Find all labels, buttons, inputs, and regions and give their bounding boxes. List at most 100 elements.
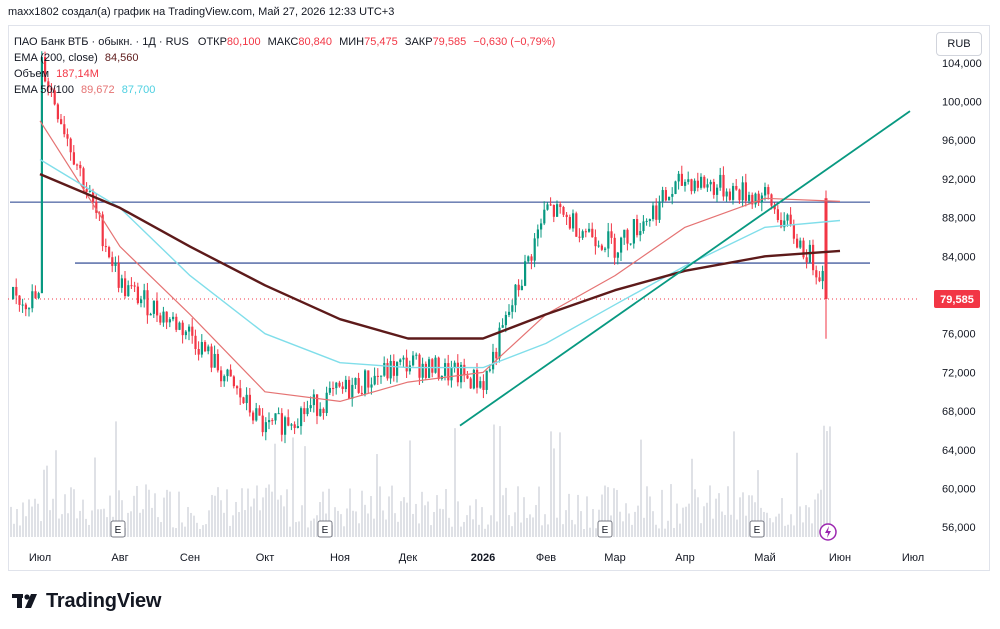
candle-body [728,191,731,200]
tradingview-logo[interactable]: TradingView [12,590,161,612]
candle-body [664,190,667,201]
volume-bar [136,485,138,537]
candle-body [300,408,303,427]
legend-volume-row[interactable]: Объем 187,14M [14,66,555,82]
earnings-marker-label: E [115,525,122,536]
candle-body [578,236,581,238]
candle-body [610,231,613,238]
volume-bar [724,514,726,537]
candle-body [255,408,258,421]
candle-body [690,179,693,192]
volume-bar [295,522,297,537]
volume-bar [511,526,513,537]
volume-bar [241,488,243,537]
earnings-marker[interactable] [749,520,765,538]
candle-body [639,231,642,236]
candle-body [44,57,47,82]
earnings-marker[interactable] [110,520,126,538]
candle-body [88,191,91,193]
volume-bar [655,524,657,537]
x-tick-label: 2026 [471,552,495,564]
volume-bar [811,523,813,537]
legend-ema200-row[interactable]: EMA (200, close) 84,560 [14,50,555,66]
candle-body [620,237,623,253]
candle-body [600,245,603,250]
ema200-value: 84,560 [104,52,139,64]
volume-bar [346,508,348,537]
volume-bar [778,513,780,537]
candle-body [434,357,437,373]
last-price-badge-text: 79,585 [940,294,974,306]
candle-body [565,214,568,218]
currency-button[interactable]: RUB [936,32,982,56]
candle-body [508,311,511,315]
earnings-marker[interactable] [597,520,613,538]
volume-bar [766,512,768,537]
volume-bar [580,511,582,537]
volume-bar [139,512,141,537]
tradingview-logo-text: TradingView [46,589,162,612]
candle-body [21,304,24,306]
candle-body [344,379,347,390]
volume-bar [16,509,18,537]
volume-bar [631,524,633,537]
volume-bar [166,489,168,537]
volume-bar [184,526,186,537]
ema200-line[interactable] [39,172,841,340]
volume-bar [229,525,231,537]
candle-body [82,168,85,190]
candle-body [396,362,399,376]
candle-body [108,247,111,258]
candle-body [172,316,175,320]
volume-bar [487,524,489,537]
volume-bar [292,437,294,537]
candle-body [645,220,648,222]
candle-body [104,246,107,248]
volume-bar [469,505,471,537]
candle-body [594,237,597,247]
legend-ema50100-row[interactable]: EMA 50/100 89,672 87,700 [14,82,555,98]
candle-body [111,257,114,266]
volume-bar [418,523,420,537]
candle-body [210,346,213,368]
volume-bar [340,514,342,537]
volume-bar [709,485,711,537]
volume-bar [43,469,45,537]
volume-bar [337,510,339,537]
candle-body [47,81,50,88]
candle-body [648,219,651,221]
volume-bar [451,526,453,537]
ema50-line[interactable] [39,120,841,402]
candle-body [242,397,245,404]
candle-body [530,256,533,261]
volume-bar [715,498,717,537]
trendline[interactable] [459,110,911,427]
candle-body [780,219,783,228]
candle-body [616,252,619,258]
volume-bar [547,524,549,537]
volume-bar [391,485,393,537]
candle-body [687,179,690,182]
candle-body [460,364,463,383]
volume-bar [313,518,315,537]
candle-body [197,349,200,355]
volume-bar [208,510,210,537]
x-tick-label: Сен [180,552,200,564]
volume-bar [220,500,222,537]
volume-bar [583,528,585,537]
candle-body [741,182,744,201]
low-label: МИН [339,36,365,48]
volume-bar [322,491,324,537]
volume-bar [472,519,474,537]
volume-bar [622,521,624,537]
symbol-name[interactable]: ПАО Банк ВТБ · обыкн. · 1Д · RUS [14,36,189,48]
volume-bar [550,431,552,537]
candle-body [367,370,370,388]
close-value: 79,585 [432,36,467,48]
y-tick-label: 104,000 [942,58,982,70]
earnings-marker[interactable] [317,520,333,538]
volume-bar [253,498,255,537]
volume-bar [250,506,252,537]
ema50100-label: EMA 50/100 [14,84,74,96]
